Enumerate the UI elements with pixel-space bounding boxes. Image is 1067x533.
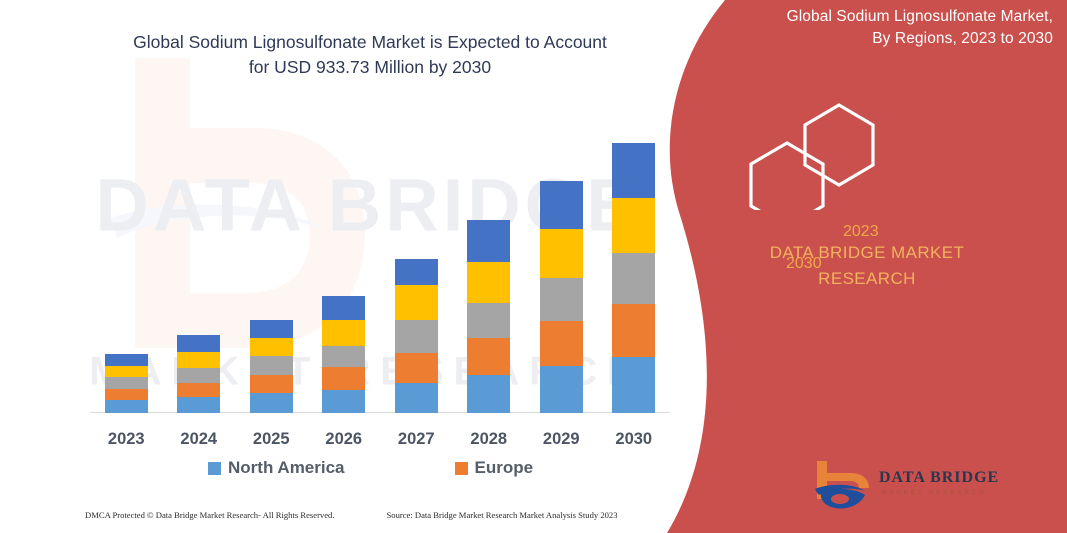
bar-2024[interactable]: [177, 334, 221, 413]
bar-segment: [104, 376, 148, 389]
bar-segment: [394, 320, 438, 354]
bar-segment: [539, 229, 583, 279]
x-tick-2029: 2029: [542, 429, 580, 448]
bar-segment: [322, 345, 366, 368]
bar-segment: [249, 356, 293, 375]
bar-segment: [249, 320, 293, 338]
legend-label-north-america: North America: [228, 458, 345, 477]
bar-segment: [104, 400, 148, 413]
x-tick-2025: 2025: [252, 429, 290, 448]
bar-segment: [394, 258, 438, 286]
stacked-bar-group: [90, 120, 670, 413]
chart-title-line-1: Global Sodium Lignosulfonate Market is E…: [133, 32, 607, 52]
bar-2029[interactable]: [539, 180, 583, 413]
bar-segment: [104, 388, 148, 401]
bar-2027[interactable]: [394, 258, 438, 413]
bar-2030[interactable]: [612, 143, 656, 413]
hexagon-2023-icon: [803, 103, 875, 187]
bar-segment: [322, 367, 366, 390]
dbmr-logo-text: DATA BRIDGE: [879, 469, 1000, 486]
panel-brand: DATA BRIDGE MARKET RESEARCH: [667, 240, 1067, 291]
bar-2025[interactable]: [249, 320, 293, 413]
bar-2023[interactable]: [104, 354, 148, 413]
hexagon-2030-icon: [749, 141, 825, 210]
bar-segment: [249, 374, 293, 394]
x-tick-2028: 2028: [470, 429, 508, 448]
bar-segment: [104, 366, 148, 377]
bar-segment: [467, 219, 511, 262]
chart-title: Global Sodium Lignosulfonate Market is E…: [60, 30, 680, 81]
bar-segment: [612, 198, 656, 253]
hexagon-group: 2023 2030: [667, 95, 1067, 272]
panel-title-line-1: Global Sodium Lignosulfonate Market,: [786, 8, 1053, 25]
bar-segment: [104, 354, 148, 367]
bar-segment: [539, 180, 583, 230]
bar-segment: [467, 337, 511, 375]
bar-segment: [249, 393, 293, 413]
bar-segment: [177, 382, 221, 398]
footer-source: Source: Data Bridge Market Research Mark…: [386, 510, 618, 520]
bar-segment: [539, 366, 583, 413]
bar-segment: [322, 295, 366, 321]
right-red-panel: Global Sodium Lignosulfonate Market, By …: [667, 0, 1067, 533]
bar-segment: [177, 351, 221, 369]
chart-title-line-2: for USD 933.73 Million by 2030: [248, 57, 492, 78]
x-tick-2027: 2027: [397, 429, 435, 448]
bar-segment: [177, 397, 221, 413]
panel-brand-line-1: DATA BRIDGE MARKET: [769, 243, 965, 262]
footer-dmca: DMCA Protected © Data Bridge Market Rese…: [85, 510, 335, 520]
dbmr-logo-subtext: MARKET RESEARCH: [881, 489, 987, 496]
legend-item-north-america[interactable]: North America: [208, 458, 345, 478]
red-panel-shape: [667, 0, 1067, 533]
chart-baseline: [90, 412, 670, 413]
legend-swatch-north-america: [208, 461, 221, 475]
bar-2028[interactable]: [467, 219, 511, 413]
bar-segment: [394, 285, 438, 321]
bar-segment: [539, 278, 583, 322]
bar-segment: [322, 320, 366, 346]
bar-segment: [612, 252, 656, 304]
bar-segment: [467, 374, 511, 413]
panel-title-line-2: By Regions, 2023 to 2030: [872, 30, 1053, 48]
chart-legend: North America Europe: [90, 455, 670, 481]
legend-item-europe[interactable]: Europe: [454, 458, 534, 478]
panel-brand-line-2: RESEARCH: [818, 268, 916, 288]
x-axis-labels: 2023 2024 2025 2026 2027 2028 2029 2030: [90, 425, 670, 453]
bar-segment: [394, 382, 438, 413]
bar-segment: [394, 353, 438, 383]
bar-segment: [467, 261, 511, 303]
legend-label-europe: Europe: [474, 458, 534, 477]
bar-segment: [177, 334, 221, 352]
bar-segment: [467, 302, 511, 338]
bar-segment: [539, 321, 583, 367]
x-tick-2024: 2024: [180, 429, 218, 448]
x-tick-2023: 2023: [107, 429, 145, 448]
bar-segment: [612, 143, 656, 199]
bar-segment: [322, 389, 366, 413]
bar-segment: [177, 368, 221, 383]
hexagon-2023-label: 2023: [843, 223, 879, 240]
x-tick-2026: 2026: [325, 429, 363, 448]
bar-segment: [612, 303, 656, 358]
bar-segment: [612, 357, 656, 413]
bar-2026[interactable]: [322, 295, 366, 413]
footer: DMCA Protected © Data Bridge Market Rese…: [85, 506, 685, 524]
hexagon-2030-label: 2030: [786, 255, 822, 272]
bar-segment: [249, 337, 293, 357]
hexagon-outlines: [749, 103, 875, 210]
dbmr-logo[interactable]: DATA BRIDGE MARKET RESEARCH: [807, 459, 1037, 515]
dbmr-b-mark-icon: [815, 461, 869, 509]
x-tick-2030: 2030: [615, 429, 653, 448]
legend-swatch-europe: [454, 461, 468, 475]
panel-title: Global Sodium Lignosulfonate Market, By …: [723, 6, 1053, 51]
